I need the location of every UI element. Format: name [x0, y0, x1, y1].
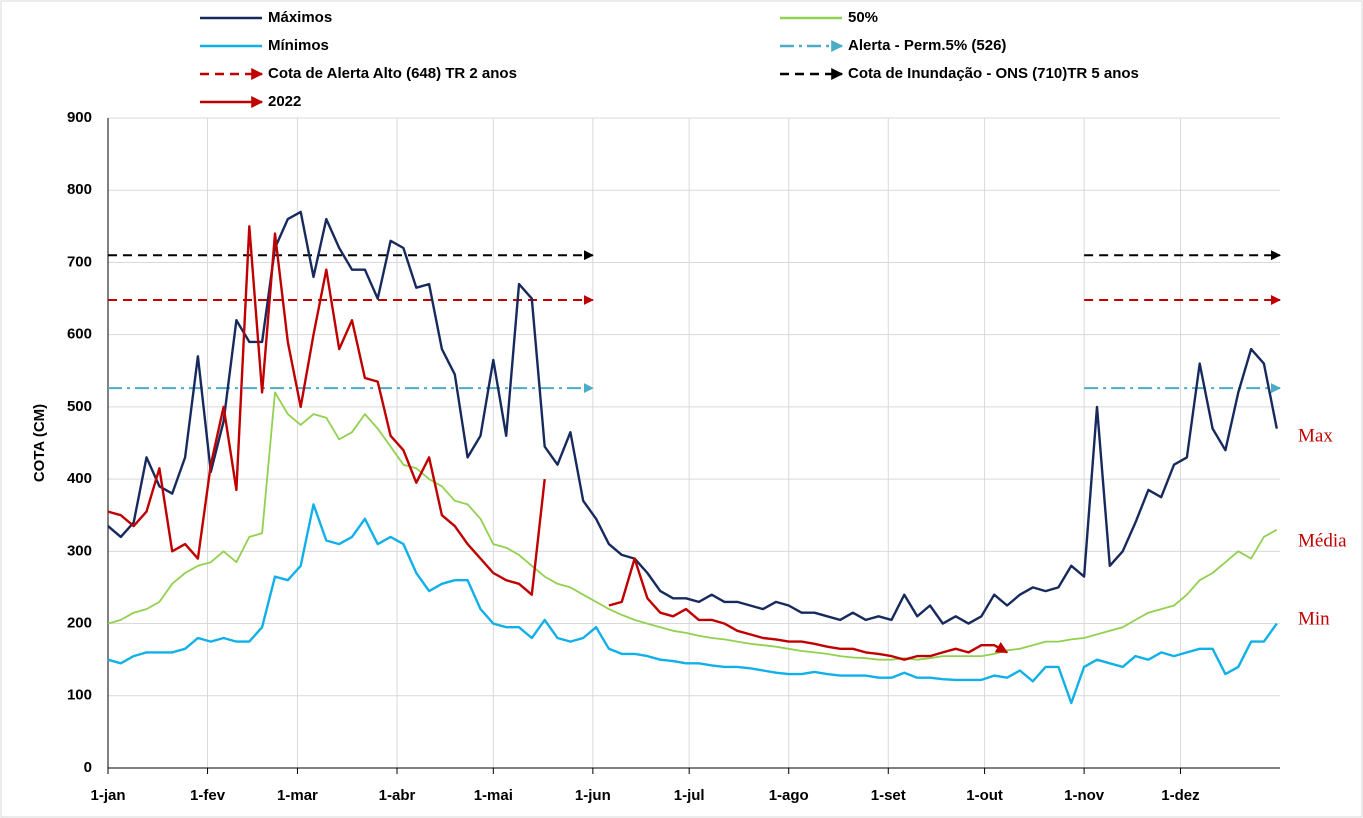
y-tick-label: 300	[67, 542, 92, 559]
annotation: Min	[1298, 608, 1330, 629]
series-line	[107, 225, 1007, 659]
x-tick-label: 1-mar	[277, 787, 318, 804]
y-axis-label: COTA (CM)	[31, 404, 48, 482]
legend-label: Mínimos	[268, 37, 329, 54]
series-line	[107, 210, 1278, 625]
x-tick-label: 1-ago	[769, 787, 809, 804]
y-tick-label: 500	[67, 398, 92, 415]
x-tick-label: 1-nov	[1064, 787, 1105, 804]
x-tick-label: 1-fev	[190, 787, 226, 804]
y-tick-label: 900	[67, 109, 92, 126]
x-tick-label: 1-set	[871, 787, 906, 804]
annotation: Max	[1298, 425, 1333, 446]
x-tick-label: 1-jan	[90, 787, 125, 804]
x-tick-label: 1-dez	[1161, 787, 1199, 804]
y-tick-label: 0	[84, 759, 92, 776]
x-tick-label: 1-out	[966, 787, 1003, 804]
x-tick-label: 1-mai	[474, 787, 513, 804]
series-line	[107, 391, 1278, 661]
x-tick-label: 1-jun	[575, 787, 611, 804]
y-tick-label: 100	[67, 687, 92, 704]
x-tick-label: 1-jul	[674, 787, 705, 804]
legend-label: Cota de Inundação - ONS (710)TR 5 anos	[848, 65, 1139, 82]
series-line	[107, 503, 1278, 705]
y-tick-label: 200	[67, 615, 92, 632]
y-tick-label: 600	[67, 326, 92, 343]
legend-label: 50%	[848, 9, 878, 26]
legend-label: Cota de Alerta Alto (648) TR 2 anos	[268, 65, 517, 82]
legend-label: 2022	[268, 93, 301, 110]
y-tick-label: 400	[67, 470, 92, 487]
y-tick-label: 700	[67, 253, 92, 270]
y-tick-label: 800	[67, 181, 92, 198]
x-tick-label: 1-abr	[379, 787, 416, 804]
legend-label: Máximos	[268, 9, 332, 26]
annotation: Média	[1298, 530, 1347, 551]
legend-label: Alerta - Perm.5% (526)	[848, 37, 1006, 54]
